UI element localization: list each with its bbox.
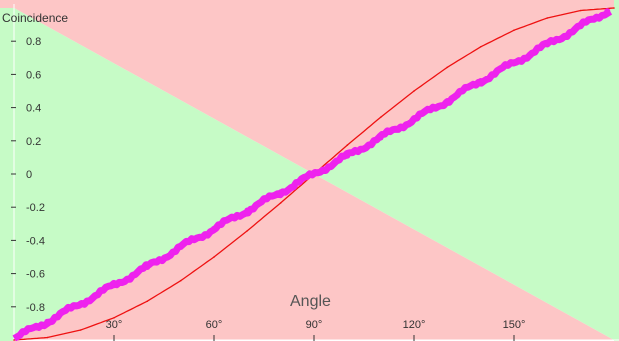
x-tick-label: 90°	[306, 319, 323, 331]
theory-point	[46, 336, 49, 339]
theory-point	[546, 17, 549, 19]
theory-point	[213, 256, 215, 258]
x-tick-label: 120°	[403, 319, 426, 331]
y-tick-label: -0.4	[26, 235, 45, 247]
theory-point	[79, 329, 82, 331]
measured-point	[211, 225, 217, 232]
measured-point	[604, 8, 611, 15]
theory-point	[579, 9, 582, 12]
measured-point	[377, 134, 384, 141]
y-axis-title: Coincidence	[2, 11, 68, 25]
left-margin-strip	[0, 0, 14, 341]
y-tick-label: 0.8	[26, 36, 41, 48]
measured-point	[44, 318, 51, 325]
measured-point	[544, 41, 551, 48]
x-ticks: 30° 60° 90° 120° 150°	[106, 319, 526, 341]
measured-point	[411, 116, 417, 123]
measured-point	[477, 78, 484, 84]
measured-point	[144, 264, 151, 270]
y-tick-label: -0.2	[26, 202, 45, 214]
measured-point	[14, 333, 21, 340]
theory-point	[346, 144, 349, 146]
y-tick-label: 0	[26, 169, 32, 181]
theory-point	[613, 7, 615, 9]
measured-point	[111, 282, 117, 289]
y-tick-label: 0.4	[26, 103, 41, 115]
theory-point	[246, 230, 249, 232]
measured-point	[311, 171, 317, 177]
y-tick-label: 0.2	[26, 136, 41, 148]
axes	[13, 4, 619, 341]
x-tick-label: 30°	[106, 319, 123, 331]
region-left	[14, 8, 314, 340]
theory-point	[146, 300, 149, 303]
theory-point	[113, 317, 115, 319]
theory-point	[179, 279, 182, 282]
y-tick-label: -0.8	[26, 302, 45, 314]
right-margin-strip	[614, 0, 619, 341]
theory-point	[513, 29, 515, 32]
measured-point	[244, 207, 251, 214]
x-tick-label: 60°	[206, 319, 223, 331]
y-tick-label: -0.6	[26, 269, 45, 281]
theory-point	[413, 90, 415, 92]
measured-point	[577, 23, 584, 30]
x-axis-title: Angle	[290, 293, 331, 310]
top-margin-strip	[0, 0, 619, 8]
theory-point	[279, 202, 282, 204]
x-tick-label: 150°	[503, 319, 526, 331]
series-group	[12, 7, 615, 341]
measured-point	[77, 300, 84, 307]
measured-point	[511, 59, 517, 66]
theory-point	[379, 116, 382, 118]
y-ticks: 0.8 0.6 0.4 0.2 0 -0.2 -0.4 -0.6 -0.8	[11, 36, 45, 314]
measured-point	[444, 98, 451, 104]
region-bottom	[14, 174, 614, 340]
theory-point	[13, 339, 15, 341]
measured-point	[277, 189, 284, 196]
measured-point	[344, 152, 351, 159]
theory-point	[479, 46, 482, 48]
measured-point	[177, 244, 184, 250]
region-right	[314, 8, 614, 340]
region-top	[14, 8, 614, 174]
y-tick-label: 0.6	[26, 69, 41, 81]
theory-point	[446, 66, 449, 69]
